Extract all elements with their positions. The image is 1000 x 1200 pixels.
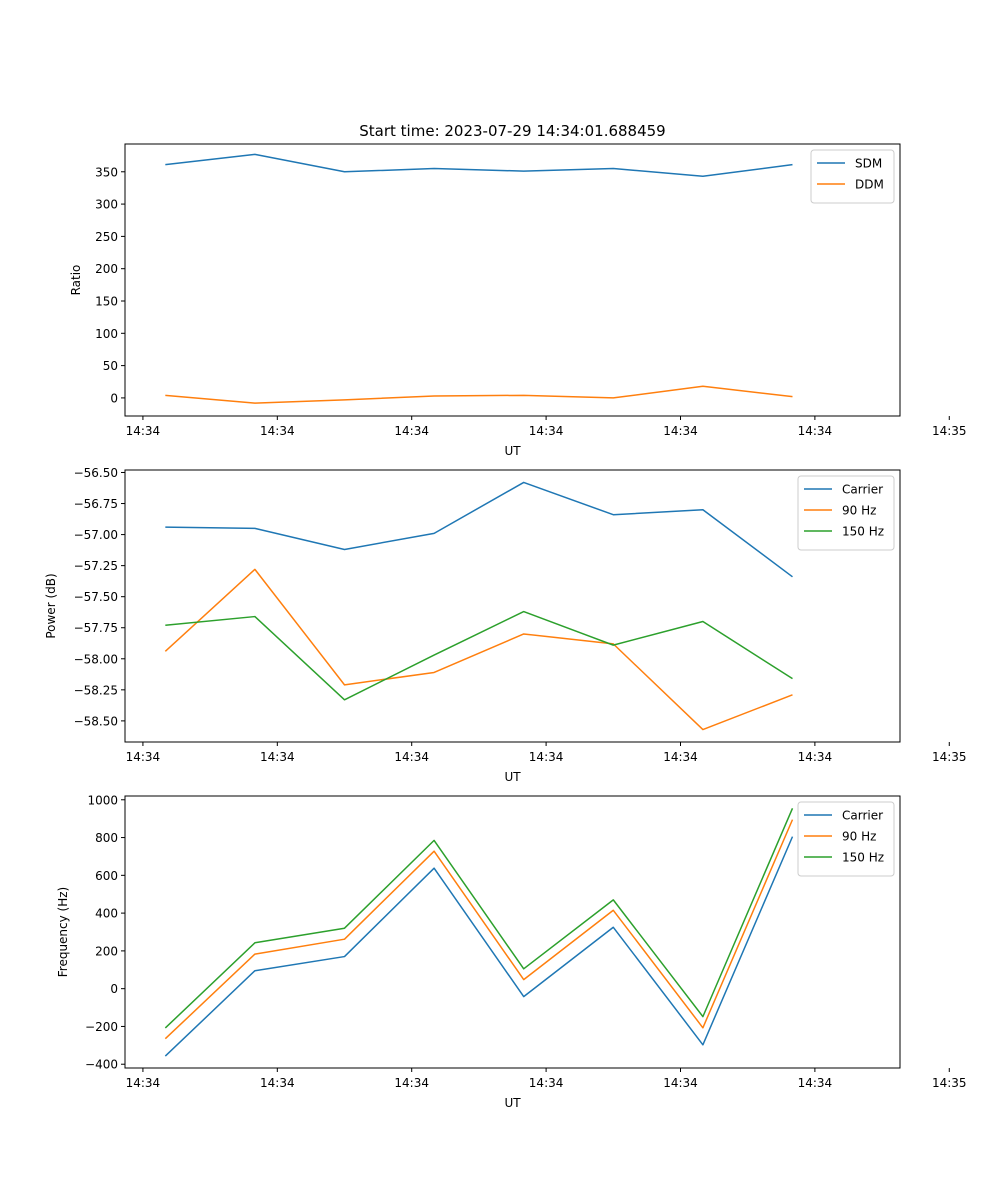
x-tick-label: 14:34 xyxy=(529,1076,564,1090)
y-tick-label: −400 xyxy=(85,1058,118,1072)
y-tick-label: 1000 xyxy=(87,793,118,807)
chart-panel-2: 14:34 14:34 14:34 14:34 14:34 14:34 14:35 −58.5… xyxy=(44,466,967,784)
x-tick-label: 14:34 xyxy=(126,424,161,438)
x-tick-label: 14:34 xyxy=(394,1076,429,1090)
y-tick-label: −58.50 xyxy=(74,714,118,728)
x-tick-label: 14:34 xyxy=(798,1076,833,1090)
legend-label: 90 Hz xyxy=(842,504,876,518)
x-axis-label: UT xyxy=(504,770,521,784)
series-line-sdm xyxy=(165,153,793,178)
y-axis-label: Frequency (Hz) xyxy=(56,887,70,978)
series-line-150-hz xyxy=(164,807,794,1029)
chart-panel-1: 14:34 14:34 14:34 14:34 14:34 14:34 14:35 0 50 10… xyxy=(69,143,967,458)
y-tick-label: 200 xyxy=(95,262,118,276)
x-axis-label: UT xyxy=(504,444,521,458)
y-tick-label: 50 xyxy=(103,359,118,373)
y-tick-label: 350 xyxy=(95,165,118,179)
x-tick-label: 14:34 xyxy=(126,1076,161,1090)
y-tick-label: −58.00 xyxy=(74,652,118,666)
x-tick-label: 14:34 xyxy=(260,750,295,764)
y-tick-label: −56.75 xyxy=(74,497,118,511)
legend-label: DDM xyxy=(855,178,884,192)
y-tick-label: 150 xyxy=(95,294,118,308)
y-tick-label: −58.25 xyxy=(74,683,118,697)
y-tick-label: −57.75 xyxy=(74,621,118,635)
series-line-90-hz xyxy=(164,568,793,731)
x-tick-label: 14:34 xyxy=(798,750,833,764)
legend: Carrier 90 Hz 150 Hz xyxy=(797,801,895,877)
x-tick-label: 14:34 xyxy=(663,750,698,764)
y-tick-label: 0 xyxy=(110,391,118,405)
legend: SDM DDM xyxy=(810,149,895,204)
x-tick-label: 14:34 xyxy=(260,424,295,438)
y-tick-label: 0 xyxy=(110,982,118,996)
x-tick-label: 14:34 xyxy=(394,424,429,438)
y-tick-label: −57.00 xyxy=(74,528,118,542)
x-tick-label: 14:34 xyxy=(798,424,833,438)
legend-label: 90 Hz xyxy=(842,830,876,844)
legend-label: Carrier xyxy=(842,809,883,823)
x-tick-label: 14:34 xyxy=(663,1076,698,1090)
x-tick-label: 14:34 xyxy=(260,1076,295,1090)
panels: 14:34 14:34 14:34 14:34 14:34 14:34 14:35 0 50 10… xyxy=(44,143,967,1110)
y-tick-label: 250 xyxy=(95,230,118,244)
legend-label: Carrier xyxy=(842,483,883,497)
series-line-90-hz xyxy=(164,819,794,1040)
y-tick-label: 800 xyxy=(95,831,118,845)
y-tick-label: −57.50 xyxy=(74,590,118,604)
axes-frame xyxy=(124,795,901,1069)
series-line-ddm xyxy=(165,385,793,404)
x-tick-label: 14:35 xyxy=(932,750,967,764)
y-tick-label: −56.50 xyxy=(74,466,118,480)
figure-title: Start time: 2023-07-29 14:34:01.688459 xyxy=(359,122,665,140)
y-tick-label: 400 xyxy=(95,907,118,921)
y-tick-label: −57.25 xyxy=(74,559,118,573)
x-axis-label: UT xyxy=(504,1096,521,1110)
axes-frame xyxy=(124,143,901,417)
x-tick-label: 14:34 xyxy=(394,750,429,764)
axes-frame xyxy=(124,469,901,743)
chart-panel-3: 14:34 14:34 14:34 14:34 14:34 14:34 14:35 −400 −… xyxy=(56,793,967,1110)
x-tick-label: 14:34 xyxy=(126,750,161,764)
x-tick-label: 14:34 xyxy=(529,424,564,438)
y-tick-label: 200 xyxy=(95,944,118,958)
y-axis-label: Power (dB) xyxy=(44,573,58,638)
y-axis-label: Ratio xyxy=(69,265,83,296)
legend-label: 150 Hz xyxy=(842,525,884,539)
x-tick-label: 14:34 xyxy=(529,750,564,764)
y-tick-label: 300 xyxy=(95,198,118,212)
x-tick-label: 14:35 xyxy=(932,1076,967,1090)
legend-label: SDM xyxy=(855,157,882,171)
x-tick-label: 14:34 xyxy=(663,424,698,438)
y-tick-label: 600 xyxy=(95,869,118,883)
series-line-150-hz xyxy=(165,610,793,701)
legend: Carrier 90 Hz 150 Hz xyxy=(797,475,895,551)
y-tick-label: −200 xyxy=(85,1020,118,1034)
series-line-carrier xyxy=(165,481,793,578)
y-tick-label: 100 xyxy=(95,327,118,341)
legend-label: 150 Hz xyxy=(842,851,884,865)
x-tick-label: 14:35 xyxy=(932,424,967,438)
series-line-carrier xyxy=(164,836,794,1057)
